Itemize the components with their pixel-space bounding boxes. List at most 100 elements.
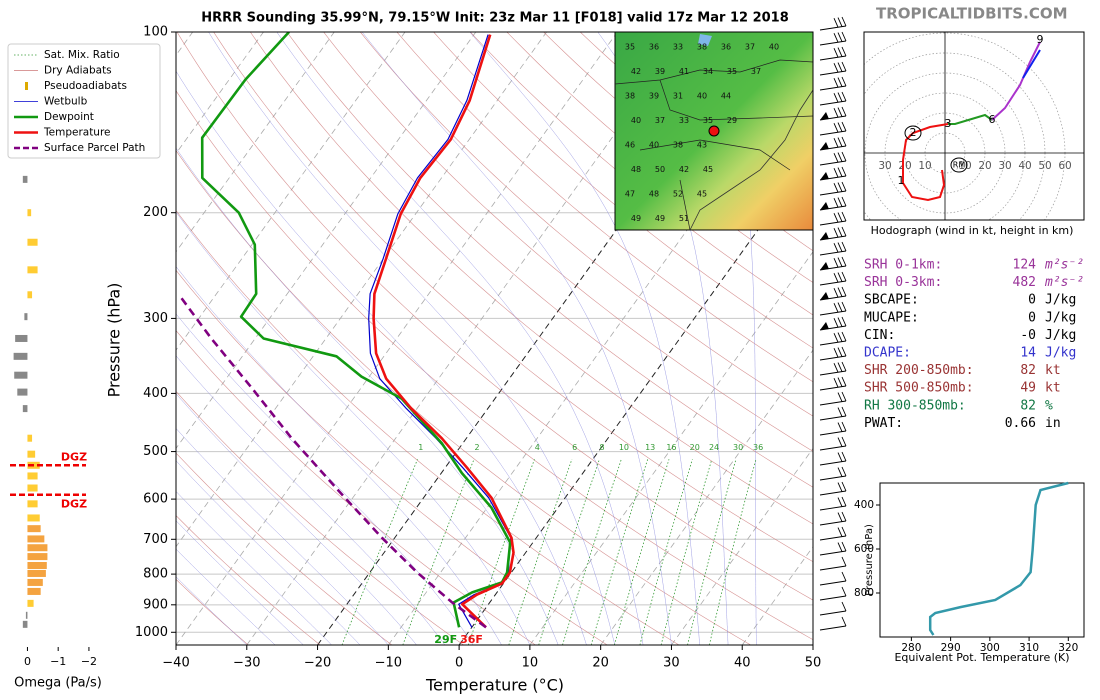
map-value: 52 — [673, 190, 683, 199]
param-value: 482 — [1013, 275, 1036, 290]
map-value: 40 — [649, 141, 659, 150]
wind-barb-staff — [819, 355, 847, 361]
dry-adiabat — [176, 515, 321, 645]
legend: Sat. Mix. Ratio Dry Adiabats Pseudoadiabat… — [7, 43, 161, 159]
moist-adiabat — [176, 211, 531, 645]
moist-adiabat — [176, 576, 247, 645]
omega-bar — [17, 388, 28, 396]
wind-barb-feather — [837, 182, 843, 192]
wind-barb-flag — [820, 322, 829, 330]
param-value: 14 — [1020, 346, 1036, 361]
legend-label: Sat. Mix. Ratio — [44, 49, 120, 61]
hodograph-line — [902, 123, 949, 202]
wind-barb-feather — [841, 616, 847, 627]
x-tick-label: 20 — [592, 656, 609, 671]
wind-barb-flag — [820, 172, 829, 180]
wind-barb-feather — [837, 527, 843, 537]
thetae-x-tick-label: 300 — [980, 642, 1000, 654]
wind-barb-feather — [841, 586, 847, 597]
wind-barb-feather — [837, 392, 843, 402]
x-tick-label: −30 — [233, 656, 260, 671]
map-value: 42 — [679, 165, 689, 174]
wind-barb-feather — [833, 213, 839, 223]
wind-barb-feather — [841, 226, 847, 237]
wind-barb-staff — [819, 430, 847, 436]
wind-barb-feather — [837, 197, 843, 207]
wind-barb-feather — [841, 481, 847, 492]
wind-barb-feather — [841, 421, 847, 432]
dry-adiabat — [470, 32, 813, 316]
wind-barb-staff — [819, 40, 847, 46]
mixing-ratio-label: 6 — [572, 443, 577, 452]
inset-map: 35 36 33 38 36 37 40 42 39 41 34 35 37 38 39 31 40 44 40 37… — [614, 32, 813, 231]
wind-barb-feather — [833, 348, 839, 358]
wind-barb-feather — [837, 242, 843, 252]
moist-adiabat — [176, 355, 446, 645]
mixing-ratio-line — [467, 459, 535, 645]
mixing-ratio-line — [709, 459, 757, 645]
mixing-ratio-label: 2 — [474, 443, 479, 452]
legend-label: Temperature — [43, 127, 111, 139]
param-label: SRH 0-1km: — [864, 258, 942, 273]
wind-barb-feather — [833, 18, 839, 28]
moist-adiabat — [176, 393, 417, 645]
wind-barb-feather — [841, 331, 847, 342]
thetae-frame — [879, 482, 1085, 638]
map-value: 46 — [625, 141, 635, 150]
x-tick-label: −10 — [375, 656, 402, 671]
hodograph-tick-label: 10 — [918, 160, 931, 172]
moist-adiabat — [176, 70, 587, 645]
mixing-ratio-line — [614, 459, 670, 645]
wind-barb-feather — [837, 437, 843, 447]
dry-adiabat — [176, 32, 813, 601]
hodograph-tick-label: 20 — [978, 160, 991, 172]
wind-barb-staff — [819, 340, 847, 346]
mixing-ratio-label: 13 — [645, 443, 655, 452]
param-label: SHR 200-850mb: — [864, 363, 974, 378]
hodograph-height-label: 2 — [910, 126, 917, 139]
hodograph-height-label: 1 — [898, 174, 905, 187]
hodograph-line — [948, 113, 993, 125]
param-label: PWAT: — [864, 416, 903, 431]
y-tick-label: 1000 — [135, 625, 168, 640]
sounding-line — [372, 34, 515, 629]
wind-barb-feather — [841, 181, 847, 192]
omega-bar — [22, 175, 28, 183]
wind-barb-feather — [833, 78, 839, 88]
wind-barb-staff — [819, 160, 847, 166]
map-value: 49 — [655, 214, 665, 223]
y-axis-label: Pressure (hPa) — [105, 283, 124, 398]
hodograph-line — [991, 41, 1041, 121]
map-value: 40 — [697, 92, 707, 101]
map-lake — [698, 34, 712, 46]
chart-title: HRRR Sounding 35.99°N, 79.15°W Init: 23z… — [201, 11, 789, 26]
wind-barb-feather — [837, 287, 843, 297]
wind-barb-feather — [841, 541, 847, 552]
thetae-y-tick-label: 600 — [854, 543, 874, 555]
mixing-ratio-label: 36 — [753, 443, 763, 452]
x-tick-label: −40 — [162, 656, 189, 671]
map-value: 41 — [679, 67, 689, 76]
omega-bar — [27, 484, 38, 492]
x-tick-label: 30 — [663, 656, 680, 671]
wind-barb-feather — [833, 258, 839, 268]
wind-barb-feather — [841, 556, 847, 567]
map-value: 38 — [697, 43, 707, 52]
hodograph-plot: 30 20 10 10 20 30 40 50 60 1 2 3 6 9 RM — [864, 32, 1084, 220]
omega-bar — [27, 569, 46, 577]
wind-barb-feather — [837, 62, 843, 72]
map-value: 40 — [769, 43, 779, 52]
dry-adiabat — [176, 330, 536, 645]
omega-tick-label: −1 — [50, 655, 66, 668]
moist-adiabat — [469, 32, 701, 645]
moist-adiabat — [176, 313, 474, 645]
hodograph-tick-label: 40 — [1018, 160, 1031, 172]
legend-label: Surface Parcel Path — [44, 142, 145, 154]
dry-adiabat — [176, 150, 751, 645]
wind-barb-staff — [819, 25, 847, 31]
moist-adiabat — [176, 460, 361, 645]
param-unit: % — [1045, 398, 1053, 413]
hodograph-line — [1022, 49, 1041, 79]
wind-barb-feather — [837, 77, 843, 87]
